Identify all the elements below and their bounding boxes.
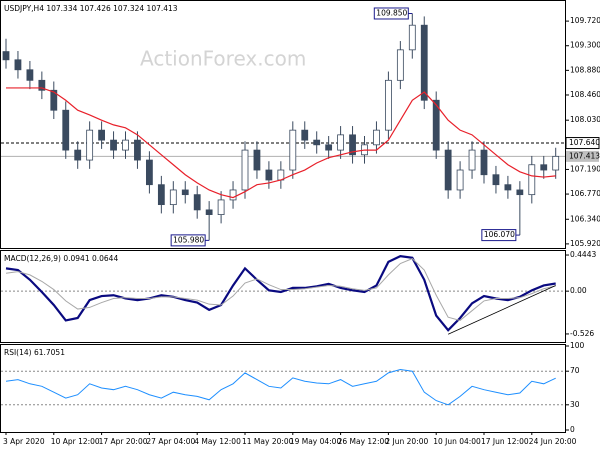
y-tick-label: 105.920 xyxy=(570,239,600,248)
x-tick-label: 27 Apr 04:00 xyxy=(146,437,195,446)
candle-body xyxy=(157,184,165,206)
candle-body xyxy=(122,139,129,151)
watermark: ActionForex.com xyxy=(140,47,306,71)
y-tick-label: 109.720 xyxy=(570,16,600,25)
x-tick-label: 11 May 20:00 xyxy=(242,437,294,446)
candle-body xyxy=(169,189,177,206)
candle-body xyxy=(325,144,333,151)
line-series xyxy=(6,87,556,199)
candle-body xyxy=(110,139,117,151)
annotation-label: 105.980 xyxy=(173,235,204,244)
candle-body xyxy=(384,79,392,131)
candle-body xyxy=(74,149,82,161)
level-label-box xyxy=(565,137,600,150)
candle-body xyxy=(14,59,22,71)
candle-body xyxy=(217,199,225,215)
candle-body xyxy=(50,89,58,111)
last-price-label: 107.413 xyxy=(569,151,600,160)
candle-body xyxy=(313,139,321,146)
line-series xyxy=(5,255,556,332)
annotation-box xyxy=(373,7,409,20)
panel-frame xyxy=(0,250,566,343)
candle-body xyxy=(504,184,512,191)
candle-body xyxy=(480,149,488,176)
annotation-label: 109.850 xyxy=(376,8,407,17)
x-tick-label: 4 May 12:00 xyxy=(194,437,241,446)
candle-body xyxy=(528,164,536,196)
candle-body xyxy=(373,129,380,146)
x-tick-label: 10 Jun 04:00 xyxy=(433,437,481,446)
panel-frame xyxy=(0,0,566,249)
candle-body xyxy=(62,109,70,151)
y-tick-label: 107.190 xyxy=(570,164,600,173)
last-price-box xyxy=(566,150,599,162)
annotation-box xyxy=(481,229,517,242)
candle-body xyxy=(253,149,261,171)
y-tick-label: 108.460 xyxy=(570,90,600,99)
x-tick-label: 24 Jun 20:00 xyxy=(529,437,577,446)
x-tick-label: 17 Apr 20:00 xyxy=(99,437,148,446)
y-tick-label: 100 xyxy=(570,341,585,350)
y-tick-label: 109.300 xyxy=(570,41,600,50)
candle-body xyxy=(134,139,141,161)
x-tick-label: 26 May 12:00 xyxy=(338,437,390,446)
level-label: 107.640 xyxy=(569,138,600,147)
annotation-box xyxy=(170,234,206,247)
x-tick-label: 3 Apr 2020 xyxy=(3,437,45,446)
candle-body xyxy=(265,169,273,181)
x-tick-label: 10 Apr 12:00 xyxy=(51,437,100,446)
panel-title: MACD(12,26,9) 0.0941 0.0644 xyxy=(4,254,118,263)
candle-body xyxy=(145,159,153,186)
candle-body xyxy=(540,164,548,171)
y-tick-label: 108.030 xyxy=(570,115,600,124)
y-tick-label: 106.770 xyxy=(570,189,600,198)
candle-body xyxy=(408,24,416,51)
line-series xyxy=(5,369,556,406)
y-tick-label: 106.340 xyxy=(570,214,600,223)
candle-body xyxy=(396,49,404,81)
panel-frame xyxy=(0,344,566,433)
candle-body xyxy=(552,155,560,171)
y-tick-label: 70 xyxy=(570,366,580,375)
candle-body xyxy=(193,194,201,211)
panel-title: RSI(14) 61.7051 xyxy=(4,348,65,357)
y-tick-label: 0 xyxy=(570,425,575,434)
candle-body xyxy=(229,189,237,201)
y-tick-label: 30 xyxy=(570,400,580,409)
candle-body xyxy=(468,149,476,171)
candle-body xyxy=(432,99,440,151)
y-tick-label: -0.526 xyxy=(570,329,594,338)
candle-body xyxy=(349,134,356,156)
candle-body xyxy=(26,69,34,81)
x-tick-label: 19 May 04:00 xyxy=(290,437,342,446)
candle-body xyxy=(205,209,213,215)
candle-body xyxy=(456,169,464,191)
trendline xyxy=(447,285,556,335)
x-tick-label: 2 Jun 20:00 xyxy=(385,437,428,446)
line-series xyxy=(5,258,556,321)
annotation-label: 106.070 xyxy=(484,230,515,239)
candle-body xyxy=(38,79,46,91)
y-tick-label: 0.4443 xyxy=(570,250,596,259)
y-tick-label: 108.880 xyxy=(570,65,600,74)
candle-body xyxy=(492,174,500,186)
candle-body xyxy=(98,129,105,141)
candle-body xyxy=(516,189,524,196)
y-tick-label: 0.00 xyxy=(570,286,587,295)
candle-body xyxy=(2,51,10,61)
panel-title: USDJPY,H4 107.334 107.426 107.324 107.41… xyxy=(4,4,178,13)
candle-body xyxy=(86,129,94,161)
candle-body xyxy=(337,134,345,151)
candle-body xyxy=(420,24,428,101)
candle-body xyxy=(301,129,309,141)
candle-body xyxy=(241,149,249,191)
candle-body xyxy=(289,129,297,171)
candle-body xyxy=(444,149,452,191)
candle-body xyxy=(181,189,189,196)
x-tick-label: 17 Jun 12:00 xyxy=(481,437,529,446)
